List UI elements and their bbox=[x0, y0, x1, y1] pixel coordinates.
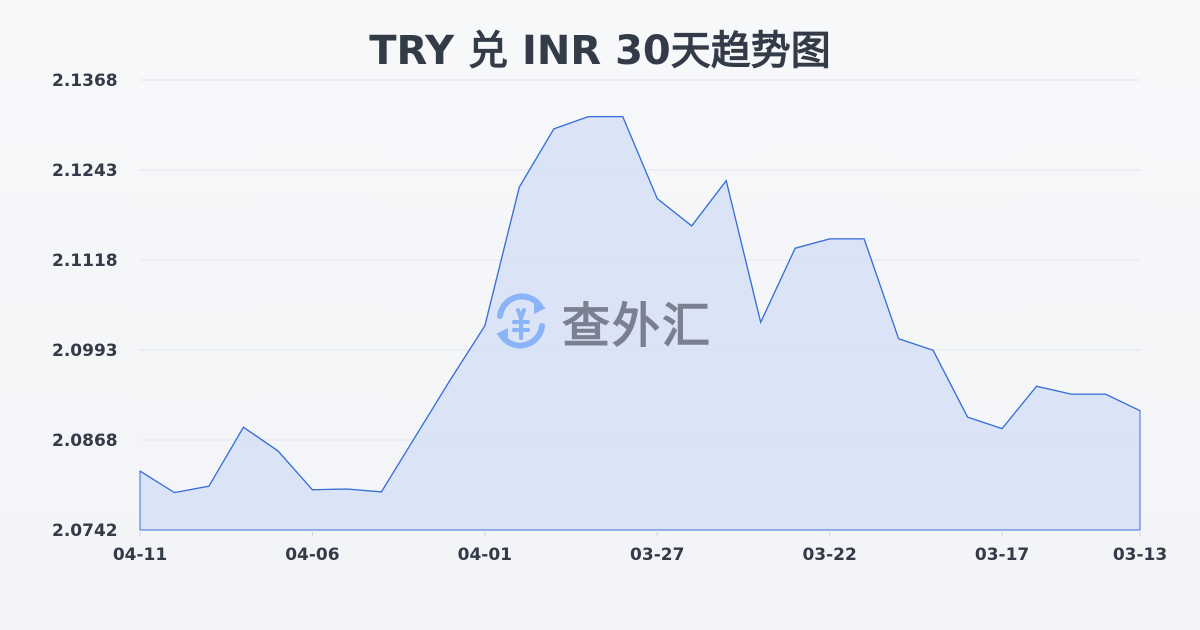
data-point bbox=[863, 238, 865, 240]
chart-title: TRY 兑 INR 30天趋势图 bbox=[369, 28, 831, 74]
data-point bbox=[967, 416, 969, 418]
data-point bbox=[1105, 393, 1107, 395]
data-point bbox=[449, 379, 451, 381]
data-point bbox=[932, 349, 934, 351]
data-point bbox=[484, 325, 486, 327]
data-point bbox=[1139, 410, 1141, 412]
x-tick-label: 04-01 bbox=[458, 545, 512, 565]
data-point bbox=[1036, 385, 1038, 387]
data-point bbox=[587, 116, 589, 118]
y-tick-label: 2.1118 bbox=[52, 251, 118, 271]
data-point bbox=[242, 426, 244, 428]
x-tick-label: 03-27 bbox=[630, 545, 684, 565]
data-point bbox=[622, 116, 624, 118]
data-point bbox=[139, 470, 141, 472]
x-tick-label: 03-13 bbox=[1113, 545, 1167, 565]
data-point bbox=[794, 247, 796, 249]
data-point bbox=[656, 198, 658, 200]
data-point bbox=[1001, 428, 1003, 430]
series-line bbox=[139, 116, 1141, 494]
data-point bbox=[898, 338, 900, 340]
y-tick-label: 2.1243 bbox=[52, 161, 118, 181]
y-tick-label: 2.1368 bbox=[52, 71, 118, 91]
y-tick-label: 2.0868 bbox=[52, 431, 118, 451]
watermark-text: 查外汇 bbox=[562, 298, 713, 354]
yen-exchange-icon bbox=[496, 293, 546, 349]
data-point bbox=[1070, 393, 1072, 395]
data-point bbox=[346, 488, 348, 490]
data-point bbox=[277, 450, 279, 452]
x-tick-label: 03-22 bbox=[802, 545, 856, 565]
data-point bbox=[311, 489, 313, 491]
data-point bbox=[829, 238, 831, 240]
data-point bbox=[173, 492, 175, 494]
data-point bbox=[760, 321, 762, 323]
data-point bbox=[518, 186, 520, 188]
data-point bbox=[415, 435, 417, 437]
data-point bbox=[380, 491, 382, 493]
data-point bbox=[691, 225, 693, 227]
y-tick-label: 2.0742 bbox=[52, 521, 118, 541]
data-point bbox=[553, 128, 555, 130]
y-tick-label: 2.0993 bbox=[52, 341, 118, 361]
x-tick-label: 04-11 bbox=[113, 545, 167, 565]
watermark: 查外汇 bbox=[490, 286, 712, 356]
data-point bbox=[208, 485, 210, 487]
data-point bbox=[725, 180, 727, 182]
x-tick-label: 03-17 bbox=[975, 545, 1029, 565]
x-tick-label: 04-06 bbox=[285, 545, 339, 565]
